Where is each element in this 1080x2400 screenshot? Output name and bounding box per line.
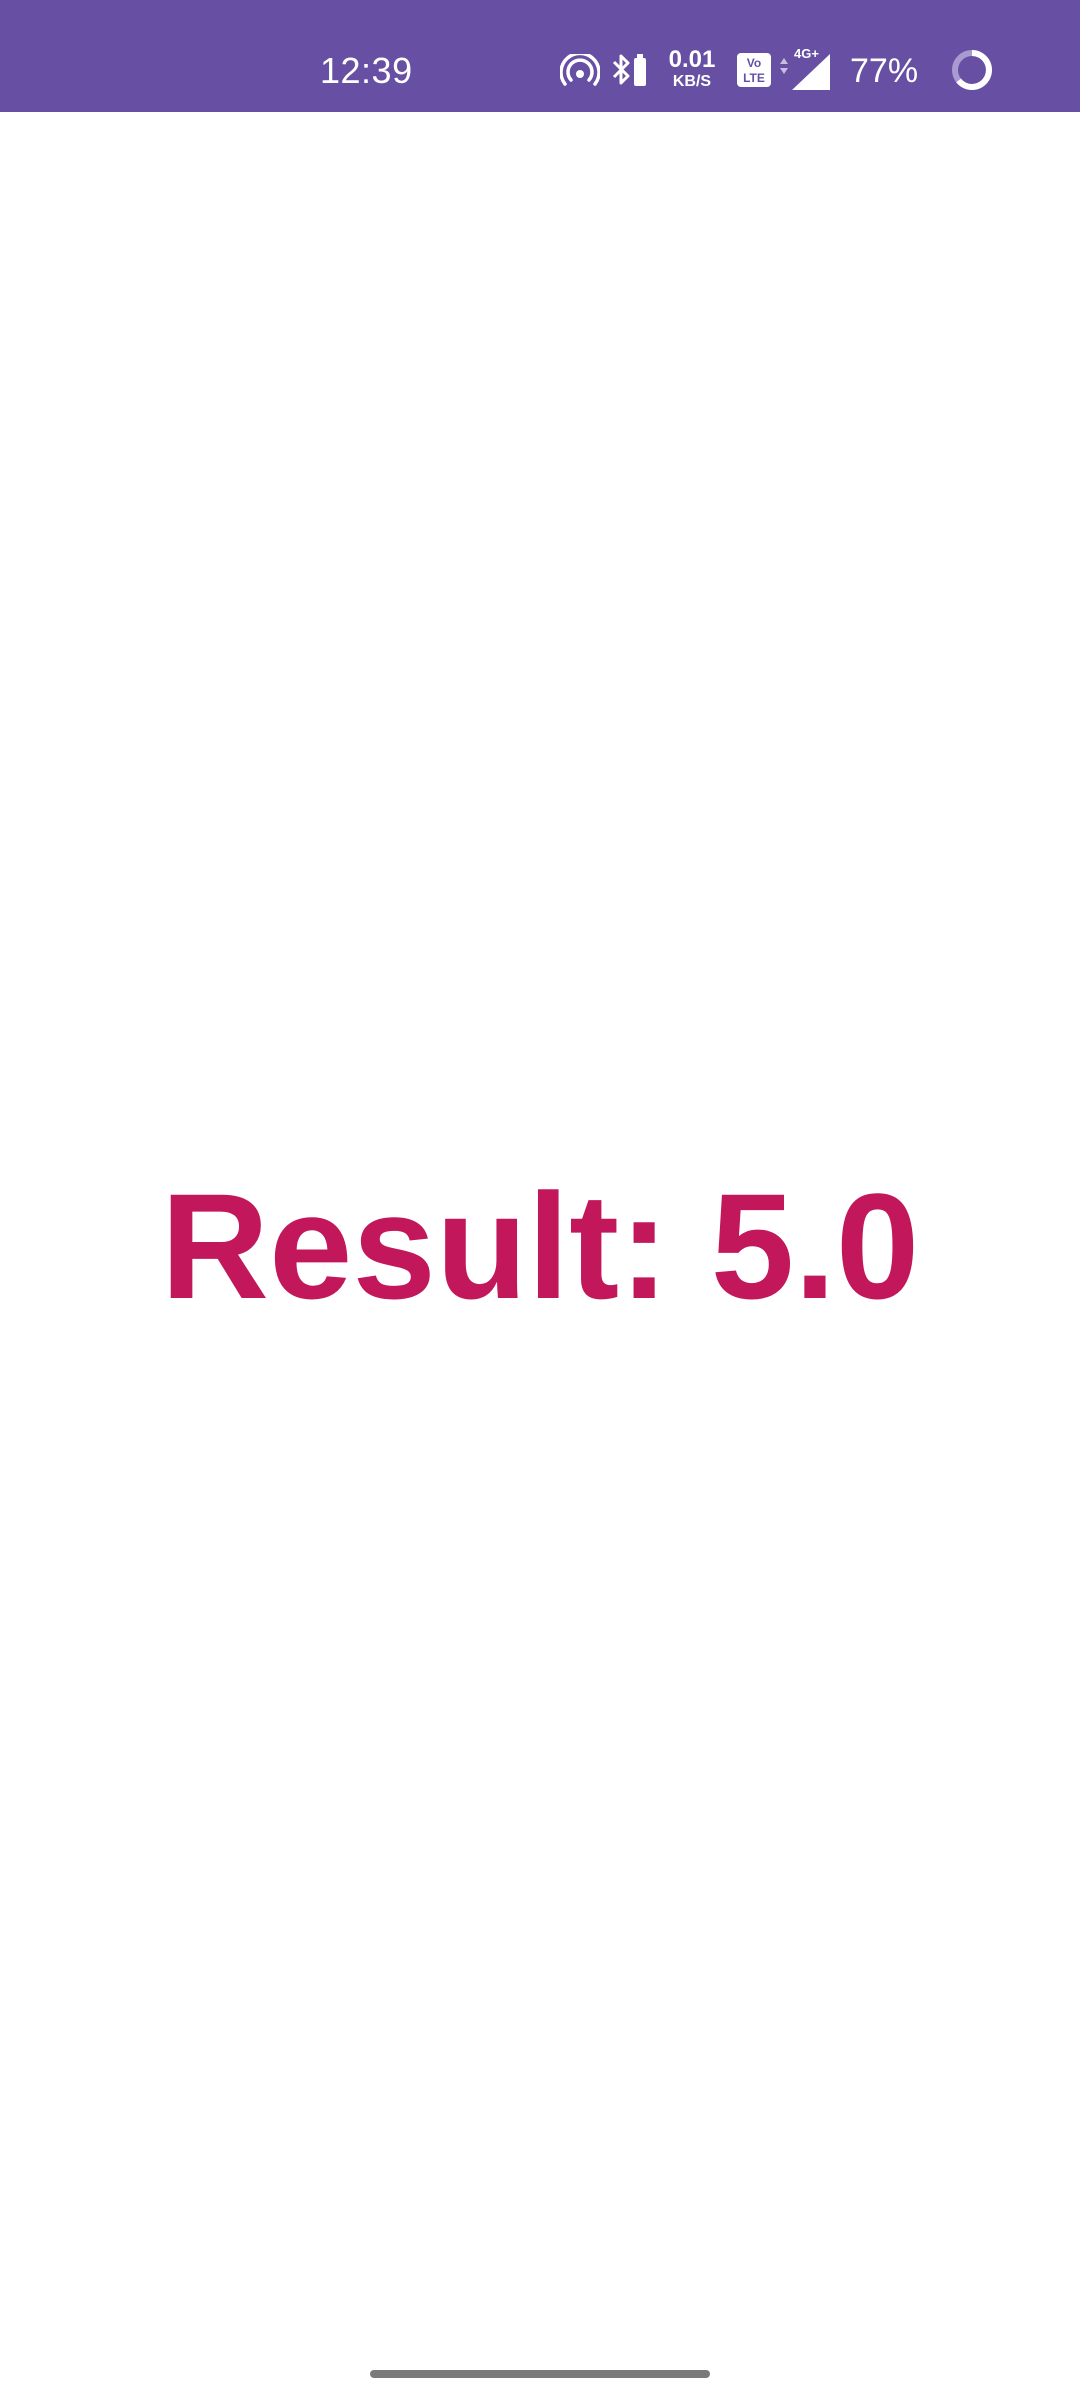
svg-text:Vo: Vo	[747, 56, 761, 70]
hotspot-icon	[559, 51, 601, 93]
volte-icon: Vo LTE	[736, 52, 772, 93]
battery-ring-icon	[950, 48, 994, 97]
svg-text:4G+: 4G+	[794, 46, 819, 61]
result-text: Result: 5.0	[160, 1162, 920, 1330]
svg-text:LTE: LTE	[743, 71, 765, 85]
network-speed: 0.01 KB/S	[664, 48, 720, 90]
battery-percent: 77%	[850, 52, 919, 90]
status-time: 12:39	[320, 50, 413, 91]
bluetooth-icon	[610, 52, 650, 95]
navigation-handle[interactable]	[370, 2370, 710, 2378]
status-icons: 0.01 KB/S Vo LTE 4G+ 77%	[559, 46, 1080, 97]
network-speed-value: 0.01	[668, 46, 716, 73]
network-speed-unit: KB/S	[672, 73, 712, 90]
status-bar: 12:39 0.01 KB/S	[0, 0, 1080, 112]
signal-icon: 4G+	[778, 46, 834, 97]
